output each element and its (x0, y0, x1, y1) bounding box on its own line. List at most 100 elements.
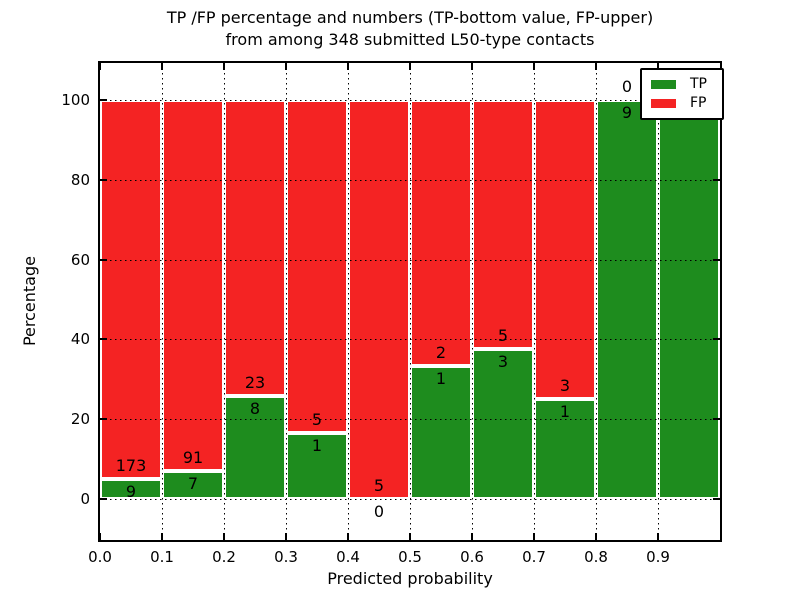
legend-item: FP (651, 94, 707, 113)
legend-item: TP (651, 75, 707, 94)
bar-label-tp: 1 (311, 435, 323, 455)
bar-label-fp: 5 (497, 326, 509, 346)
legend-swatch (651, 99, 676, 108)
gridline-horizontal (100, 419, 720, 421)
chart-title-line2: from among 348 submitted L50-type contac… (225, 30, 595, 49)
gridline-vertical (286, 63, 287, 540)
bar-segment-tp (410, 366, 472, 499)
x-tick-label: 0.9 (646, 548, 670, 566)
legend-swatch (651, 80, 676, 89)
y-tick-label: 40 (70, 330, 90, 349)
bar-segment-tp (100, 479, 162, 499)
gridline-vertical (472, 63, 473, 540)
y-tick-label: 80 (70, 170, 90, 189)
gridline-horizontal (100, 179, 720, 181)
bar-label-tp: 1 (435, 369, 447, 388)
x-tick-mark-top (161, 63, 163, 70)
gridline-horizontal (100, 259, 720, 261)
y-tick-mark-right (713, 258, 720, 261)
gridline-vertical (348, 63, 349, 540)
y-tick-mark-left (100, 99, 107, 101)
bar-segment-tp (596, 100, 658, 499)
bar-segment-tp (162, 470, 224, 499)
bar-segment-fp (162, 100, 224, 471)
legend: TP FP (640, 68, 724, 120)
bar-label-tp: 1 (559, 402, 571, 422)
bar-segment-tp (286, 432, 348, 499)
x-axis-label: Predicted probability (327, 569, 493, 588)
gridline-vertical (410, 63, 411, 540)
gridline-horizontal (100, 100, 720, 101)
x-tick-label: 0.8 (584, 548, 608, 566)
y-tick-mark-left (100, 178, 107, 181)
x-tick-label: 0.0 (88, 548, 112, 566)
x-tick-mark-top (285, 63, 287, 70)
y-tick-label: 60 (70, 250, 90, 269)
bar-segment-fp (534, 100, 596, 400)
bar-label-fp: 23 (244, 373, 266, 393)
bar-segment-fp (224, 100, 286, 397)
bar-label-fp: 5 (373, 476, 385, 495)
y-tick-mark-right (713, 338, 720, 341)
y-tick-label: 0 (80, 490, 90, 508)
y-tick-mark-right (713, 418, 720, 421)
y-tick-label: 100 (61, 91, 90, 109)
bar-label-tp: 9 (621, 103, 633, 122)
bar-label-tp: 0 (373, 502, 385, 521)
x-tick-mark-bottom (223, 533, 225, 540)
bar-label-tp: 8 (249, 399, 261, 419)
x-tick-label: 0.5 (398, 548, 422, 566)
y-tick-mark-left (100, 258, 107, 261)
x-tick-label: 0.7 (522, 548, 546, 566)
y-tick-mark-left (100, 498, 107, 500)
x-tick-mark-bottom (409, 533, 411, 540)
x-tick-label: 0.3 (274, 548, 298, 566)
x-tick-mark-top (657, 63, 659, 70)
gridline-horizontal (100, 339, 720, 341)
y-tick-mark-left (100, 418, 107, 421)
x-tick-mark-top (99, 63, 101, 70)
bar-label-fp: 173 (115, 456, 147, 476)
x-tick-mark-bottom (471, 533, 473, 540)
x-tick-mark-bottom (347, 533, 349, 540)
x-tick-mark-bottom (161, 533, 163, 540)
x-tick-mark-top (223, 63, 225, 70)
gridline-vertical (596, 63, 597, 540)
legend-label: FP (690, 95, 707, 111)
x-tick-mark-bottom (657, 533, 659, 540)
bar-label-tp: 3 (497, 352, 509, 372)
gridline-vertical (162, 63, 163, 540)
bar-segment-tp (224, 396, 286, 499)
bar-label-fp: 5 (311, 409, 323, 429)
gridline-vertical (658, 63, 659, 540)
bar-segment-fp (472, 100, 534, 350)
bar-segment-fp (286, 100, 348, 433)
x-tick-label: 0.4 (336, 548, 360, 566)
gridline-horizontal (100, 499, 720, 500)
bar-label-fp: 91 (182, 447, 204, 467)
x-tick-label: 0.6 (460, 548, 484, 566)
x-tick-mark-bottom (99, 533, 101, 540)
y-tick-mark-right (713, 498, 720, 500)
y-tick-label: 20 (70, 410, 90, 429)
bar-segment-fp (348, 100, 410, 499)
bar-label-fp: 3 (559, 376, 571, 396)
plot-area: Percentage Predicted probability TP FP 17… (20, 61, 724, 588)
x-tick-mark-top (347, 63, 349, 70)
bar-segment-fp (100, 100, 162, 480)
x-tick-mark-top (595, 63, 597, 70)
bar-segment-tp (658, 100, 720, 499)
x-tick-mark-top (471, 63, 473, 70)
x-tick-mark-bottom (595, 533, 597, 540)
y-tick-mark-left (100, 338, 107, 341)
bar-label-fp: 2 (435, 343, 447, 362)
gridline-vertical (534, 63, 535, 540)
bar-segment-tp (472, 349, 534, 499)
y-tick-mark-right (713, 178, 720, 181)
x-tick-mark-bottom (285, 533, 287, 540)
legend-label: TP (690, 76, 707, 92)
bar-label-fp: 0 (621, 77, 633, 96)
bar-segment-fp (410, 100, 472, 366)
bar-label-tp: 7 (187, 473, 199, 493)
